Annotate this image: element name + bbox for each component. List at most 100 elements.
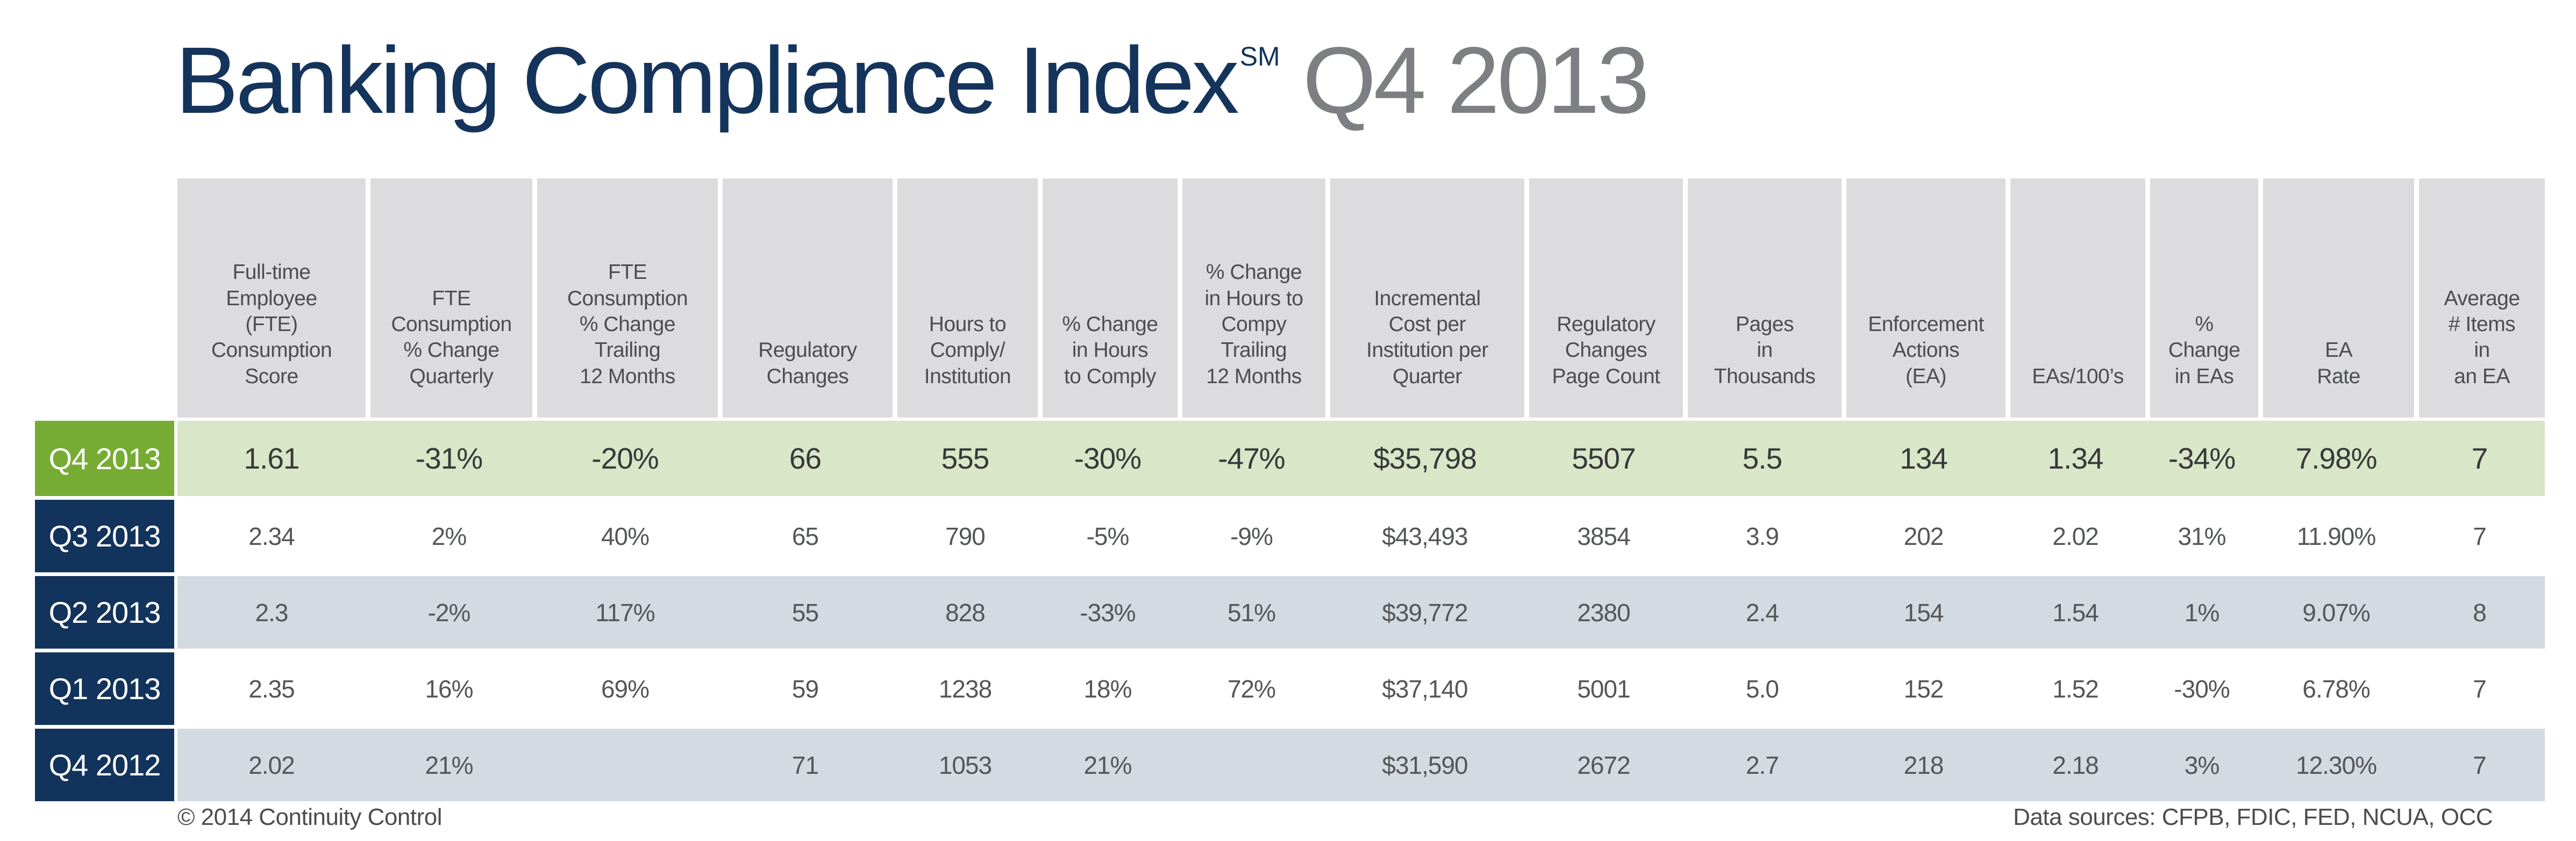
table-cell: 6.78% xyxy=(2302,674,2370,703)
table-cell: 828 xyxy=(893,576,1038,649)
table-cell: 3% xyxy=(2145,729,2258,801)
table-cell: $37,140 xyxy=(1382,674,1468,703)
table-row-q3-2013: Q3 2013 2.34 2% 40% 65 790 -5% -9% $43,4… xyxy=(35,500,2545,572)
table-cell: 7.98% xyxy=(2258,421,2414,496)
column-header-fte-change-trailing: FTE Consumption % Change Trailing 12 Mon… xyxy=(532,178,718,418)
column-header-ea-rate: EA Rate xyxy=(2258,178,2414,418)
column-header-enforcement-actions: Enforcement Actions (EA) xyxy=(1842,178,2006,418)
table-cell: 3854 xyxy=(1577,522,1630,550)
table-cell: 59 xyxy=(791,674,819,703)
table-cell xyxy=(532,729,718,801)
table-cell: 2.18 xyxy=(2006,729,2145,801)
table-cell: 1% xyxy=(2145,576,2258,649)
compliance-data-table: Full-time Employee (FTE) Consumption Sco… xyxy=(35,178,2545,801)
table-row-q4-2013: Q4 2013 1.61 -31% -20% 66 555 -30% -47% … xyxy=(35,421,2545,496)
table-cell: 5507 xyxy=(1524,421,1683,496)
table-cell: 5.5 xyxy=(1683,421,1842,496)
table-cell: -34% xyxy=(2145,421,2258,496)
table-cell: 69% xyxy=(601,674,650,703)
table-cell: -9% xyxy=(1230,522,1273,550)
table-cell: 2672 xyxy=(1524,729,1683,801)
table-cell: -31% xyxy=(366,421,532,496)
table-cell: 1053 xyxy=(893,729,1038,801)
table-cell: 18% xyxy=(1083,674,1132,703)
table-cell: 55 xyxy=(718,576,893,649)
row-label: Q3 2013 xyxy=(35,500,177,572)
table-cell: 7 xyxy=(2414,421,2545,496)
table-cell: 5.0 xyxy=(1746,674,1779,703)
data-sources-text: Data sources: CFPB, FDIC, FED, NCUA, OCC xyxy=(2013,804,2493,830)
page-title: Banking Compliance Index SM Q4 2013 xyxy=(175,28,1650,133)
table-cell: 1.54 xyxy=(2006,576,2145,649)
table-cell: 12.30% xyxy=(2258,729,2414,801)
table-row-q1-2013: Q1 2013 2.35 16% 69% 59 1238 18% 72% $37… xyxy=(35,652,2545,725)
table-row-q4-2012: Q4 2012 2.02 21% 71 1053 21% $31,590 267… xyxy=(35,729,2545,801)
table-cell: 202 xyxy=(1903,522,1944,550)
table-cell: 2.34 xyxy=(248,522,295,550)
title-period: Q4 2013 xyxy=(1302,28,1650,133)
table-cell: 7 xyxy=(2473,522,2487,550)
table-cell: $35,798 xyxy=(1325,421,1524,496)
table-cell: 7 xyxy=(2414,729,2545,801)
row-label: Q1 2013 xyxy=(35,652,177,725)
column-header-change-hours-trailing: % Change in Hours to Compy Trailing 12 M… xyxy=(1178,178,1325,418)
table-cell: 2.3 xyxy=(177,576,366,649)
table-cell: 2% xyxy=(431,522,467,550)
table-cell: -30% xyxy=(1038,421,1178,496)
table-cell: 9.07% xyxy=(2258,576,2414,649)
table-cell: 11.90% xyxy=(2296,522,2377,550)
column-header-avg-items-ea: Average # Items in an EA xyxy=(2414,178,2545,418)
column-header-fte-change-quarterly: FTE Consumption % Change Quarterly xyxy=(366,178,532,418)
table-cell: -30% xyxy=(2174,674,2230,703)
table-cell: 72% xyxy=(1227,674,1276,703)
column-header-fte-consumption-score: Full-time Employee (FTE) Consumption Sco… xyxy=(177,178,366,418)
table-cell: 218 xyxy=(1842,729,2006,801)
table-cell: 65 xyxy=(791,522,819,550)
table-cell: -20% xyxy=(532,421,718,496)
table-cell: 2.7 xyxy=(1683,729,1842,801)
table-cell: 5001 xyxy=(1577,674,1630,703)
row-label: Q4 2012 xyxy=(35,729,177,801)
table-cell: -33% xyxy=(1038,576,1178,649)
table-cell: 2.02 xyxy=(2052,522,2099,550)
table-cell: $39,772 xyxy=(1325,576,1524,649)
table-header-row: Full-time Employee (FTE) Consumption Sco… xyxy=(35,178,2545,418)
title-main: Banking Compliance Index xyxy=(175,28,1239,133)
table-row-q2-2013: Q2 2013 2.3 -2% 117% 55 828 -33% 51% $39… xyxy=(35,576,2545,649)
copyright-text: © 2014 Continuity Control xyxy=(177,804,442,830)
table-cell: 16% xyxy=(425,674,473,703)
table-cell: -5% xyxy=(1086,522,1130,550)
table-cell: 40% xyxy=(601,522,650,550)
column-header-eas-100s: EAs/100’s xyxy=(2006,178,2145,418)
table-cell: 555 xyxy=(893,421,1038,496)
table-cell: 66 xyxy=(718,421,893,496)
table-cell: $31,590 xyxy=(1325,729,1524,801)
table-cell: 154 xyxy=(1842,576,2006,649)
table-cell: 7 xyxy=(2473,674,2487,703)
table-cell: 31% xyxy=(2178,522,2226,550)
row-label: Q4 2013 xyxy=(35,421,177,496)
column-header-page-count: Regulatory Changes Page Count xyxy=(1524,178,1683,418)
column-header-regulatory-changes: Regulatory Changes xyxy=(718,178,893,418)
table-cell: 1.61 xyxy=(177,421,366,496)
table-cell: 2.4 xyxy=(1683,576,1842,649)
table-cell: 21% xyxy=(366,729,532,801)
row-label: Q2 2013 xyxy=(35,576,177,649)
table-cell: 1238 xyxy=(938,674,992,703)
table-cell: 152 xyxy=(1903,674,1944,703)
table-cell: 51% xyxy=(1178,576,1325,649)
table-cell: 2.02 xyxy=(177,729,366,801)
table-cell: 8 xyxy=(2414,576,2545,649)
table-cell: 3.9 xyxy=(1746,522,1779,550)
column-header-hours-to-comply: Hours to Comply/ Institution xyxy=(893,178,1038,418)
column-header-pages-thousands: Pages in Thousands xyxy=(1683,178,1842,418)
table-cell xyxy=(1178,729,1325,801)
table-cell: -47% xyxy=(1178,421,1325,496)
column-header-change-in-eas: % Change in EAs xyxy=(2145,178,2258,418)
table-cell: -2% xyxy=(366,576,532,649)
footer: © 2014 Continuity Control Data sources: … xyxy=(177,804,2493,831)
table-cell: 21% xyxy=(1038,729,1178,801)
table-cell: 790 xyxy=(945,522,986,550)
header-corner-cell xyxy=(35,178,177,418)
column-header-incremental-cost: Incremental Cost per Institution per Qua… xyxy=(1325,178,1524,418)
